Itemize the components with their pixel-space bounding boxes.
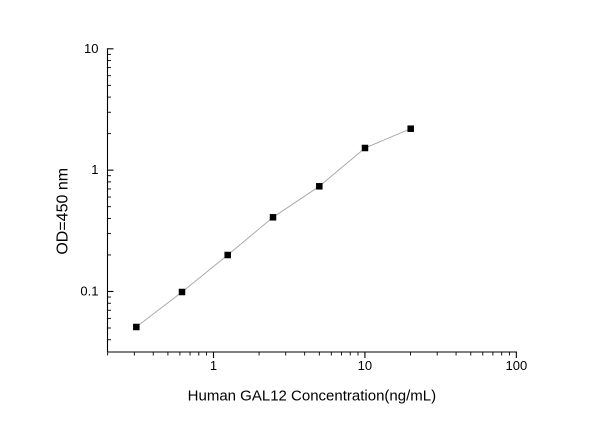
- svg-text:1: 1: [91, 162, 98, 177]
- svg-text:10: 10: [84, 41, 98, 56]
- svg-text:100: 100: [505, 358, 527, 373]
- svg-text:10: 10: [358, 358, 372, 373]
- svg-text:1: 1: [210, 358, 217, 373]
- svg-text:Human GAL12 Concentration(ng/m: Human GAL12 Concentration(ng/mL): [188, 388, 436, 405]
- svg-text:0.1: 0.1: [80, 283, 98, 298]
- svg-text:OD=450 nm: OD=450 nm: [54, 168, 71, 255]
